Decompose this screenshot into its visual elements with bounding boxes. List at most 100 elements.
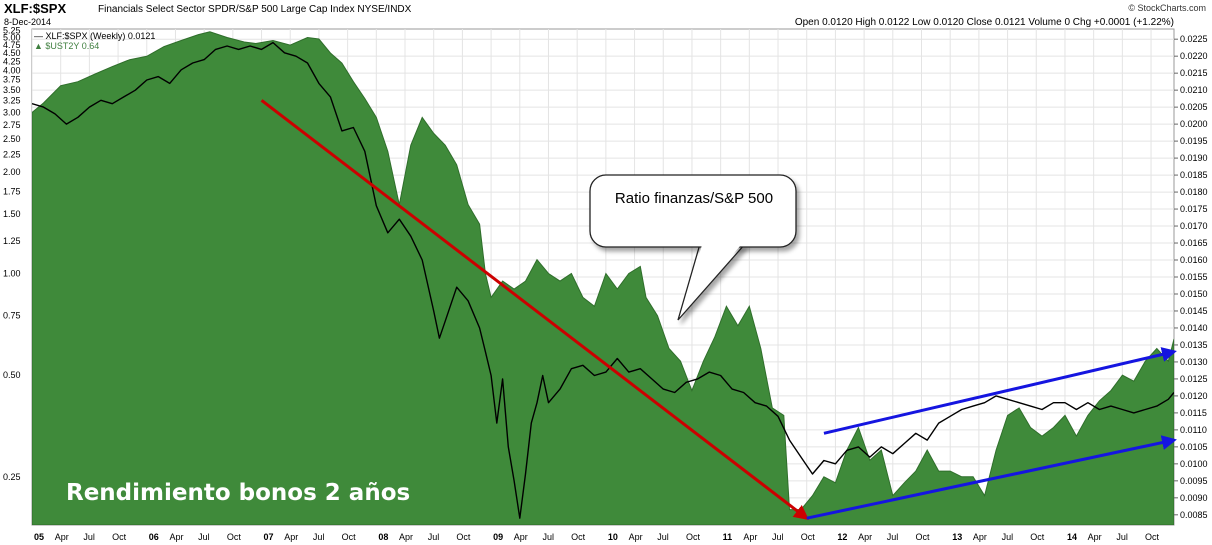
left-tick-label: 2.25 <box>3 150 21 160</box>
x-tick-label: Oct <box>342 532 357 542</box>
x-tick-label: Jul <box>1116 532 1128 542</box>
yield-area <box>32 31 1174 525</box>
x-tick-label: Oct <box>686 532 701 542</box>
left-tick-label: 5.00 <box>3 33 21 43</box>
x-tick-label: Oct <box>571 532 586 542</box>
x-tick-label: Oct <box>1145 532 1160 542</box>
area-series-layer <box>32 31 1174 525</box>
right-tick-label: 0.0105 <box>1180 442 1208 452</box>
x-axis: 05 Apr Jul Oct 06 Apr Jul Oct 07 Apr Jul Oct 08 Apr Ju… <box>34 532 1160 542</box>
right-tick-label: 0.0135 <box>1180 340 1208 350</box>
right-tick-label: 0.0150 <box>1180 289 1208 299</box>
trend-arrows-layer <box>260 99 1177 521</box>
x-tick-label: Oct <box>456 532 471 542</box>
x-tick-label: Jul <box>657 532 669 542</box>
legend-ratio-label: XLF:$SPX (Weekly) 0.0121 <box>45 31 156 41</box>
x-tick-label: 07 <box>264 532 274 542</box>
right-tick-label: 0.0085 <box>1180 510 1208 520</box>
ratio-line <box>32 41 1174 519</box>
x-tick-label: 05 <box>34 532 44 542</box>
left-tick-label: 3.75 <box>3 75 21 85</box>
x-tick-label: Oct <box>227 532 242 542</box>
right-axis: 0.0225 0.0220 0.0215 0.0210 0.0205 0.0200 0.01… <box>1174 34 1208 520</box>
legend-yield-label: $UST2Y 0.64 <box>45 41 100 51</box>
x-tick-label: Oct <box>915 532 930 542</box>
right-tick-label: 0.0165 <box>1180 238 1208 248</box>
right-tick-label: 0.0205 <box>1180 102 1208 112</box>
x-tick-label: Apr <box>1088 532 1102 542</box>
x-tick-label: Oct <box>112 532 127 542</box>
x-tick-label: Apr <box>284 532 298 542</box>
right-tick-label: 0.0100 <box>1180 459 1208 469</box>
x-tick-label: Apr <box>514 532 528 542</box>
left-tick-label: 3.00 <box>3 107 21 117</box>
right-tick-label: 0.0190 <box>1180 153 1208 163</box>
right-tick-label: 0.0195 <box>1180 136 1208 146</box>
x-tick-label: 10 <box>608 532 618 542</box>
brand-label: © StockCharts.com <box>1128 3 1206 13</box>
x-tick-label: Apr <box>55 532 69 542</box>
right-tick-label: 0.0125 <box>1180 374 1208 384</box>
x-tick-label: Jul <box>772 532 784 542</box>
right-tick-label: 0.0220 <box>1180 51 1208 61</box>
left-tick-label: 1.25 <box>3 236 21 246</box>
x-tick-label: Oct <box>801 532 816 542</box>
x-tick-label: Jul <box>83 532 95 542</box>
red-trend-arrow <box>260 99 810 521</box>
left-axis: 5.255.004.754.504.254.003.753.503.253.00… <box>3 25 21 481</box>
right-tick-label: 0.0175 <box>1180 204 1208 214</box>
ohlc-readout: Open 0.0120 High 0.0122 Low 0.0120 Close… <box>794 17 1174 28</box>
x-tick-label: 11 <box>723 532 733 542</box>
right-tick-label: 0.0140 <box>1180 323 1208 333</box>
x-tick-label: Jul <box>887 532 899 542</box>
legend-ratio: — XLF:$SPX (Weekly) 0.0121 <box>34 31 155 41</box>
x-tick-label: Apr <box>629 532 643 542</box>
x-tick-label: Apr <box>743 532 757 542</box>
left-tick-label: 0.75 <box>3 311 21 321</box>
left-tick-label: 1.00 <box>3 269 21 279</box>
left-tick-label: 3.50 <box>3 85 21 95</box>
x-tick-label: Jul <box>428 532 440 542</box>
right-tick-label: 0.0200 <box>1180 119 1208 129</box>
x-tick-label: Jul <box>313 532 325 542</box>
chart-description: Financials Select Sector SPDR/S&P 500 La… <box>98 4 412 15</box>
x-tick-label: Apr <box>973 532 987 542</box>
legend-yield: ▲ $UST2Y 0.64 <box>34 41 99 51</box>
x-tick-label: 14 <box>1067 532 1077 542</box>
right-tick-label: 0.0225 <box>1180 34 1208 44</box>
line-series-layer <box>32 41 1174 519</box>
right-tick-label: 0.0120 <box>1180 391 1208 401</box>
left-tick-label: 1.50 <box>3 209 21 219</box>
left-tick-label: 4.50 <box>3 48 21 58</box>
right-tick-label: 0.0110 <box>1180 425 1207 435</box>
x-tick-label: Jul <box>542 532 554 542</box>
left-tick-label: 4.75 <box>3 40 21 50</box>
x-tick-label: 13 <box>952 532 962 542</box>
legend-yield-swatch-icon: ▲ <box>34 41 46 51</box>
left-tick-label: 1.75 <box>3 186 21 196</box>
left-tick-label: 0.25 <box>3 472 21 482</box>
yield-label: Rendimiento bonos 2 años <box>66 480 411 506</box>
chart-symbol: XLF:$SPX <box>4 1 67 16</box>
right-tick-label: 0.0145 <box>1180 306 1208 316</box>
x-tick-label: 06 <box>149 532 159 542</box>
left-tick-label: 3.25 <box>3 96 21 106</box>
x-tick-label: Apr <box>858 532 872 542</box>
right-tick-label: 0.0180 <box>1180 187 1208 197</box>
left-tick-label: 4.25 <box>3 56 21 66</box>
right-tick-label: 0.0160 <box>1180 255 1208 265</box>
right-tick-label: 0.0115 <box>1180 408 1207 418</box>
left-tick-label: 0.50 <box>3 370 21 380</box>
left-tick-label: 2.50 <box>3 134 21 144</box>
right-tick-label: 0.0095 <box>1180 476 1208 486</box>
right-tick-label: 0.0210 <box>1180 85 1208 95</box>
left-tick-label: 4.00 <box>3 65 21 75</box>
right-tick-label: 0.0130 <box>1180 357 1208 367</box>
left-tick-label: 2.75 <box>3 120 21 130</box>
callout-text: Ratio finanzas/S&P 500 <box>614 190 774 207</box>
x-tick-label: Jul <box>1002 532 1014 542</box>
x-tick-label: 12 <box>837 532 847 542</box>
legend-ratio-swatch-icon: — <box>34 31 46 41</box>
right-tick-label: 0.0155 <box>1180 272 1208 282</box>
